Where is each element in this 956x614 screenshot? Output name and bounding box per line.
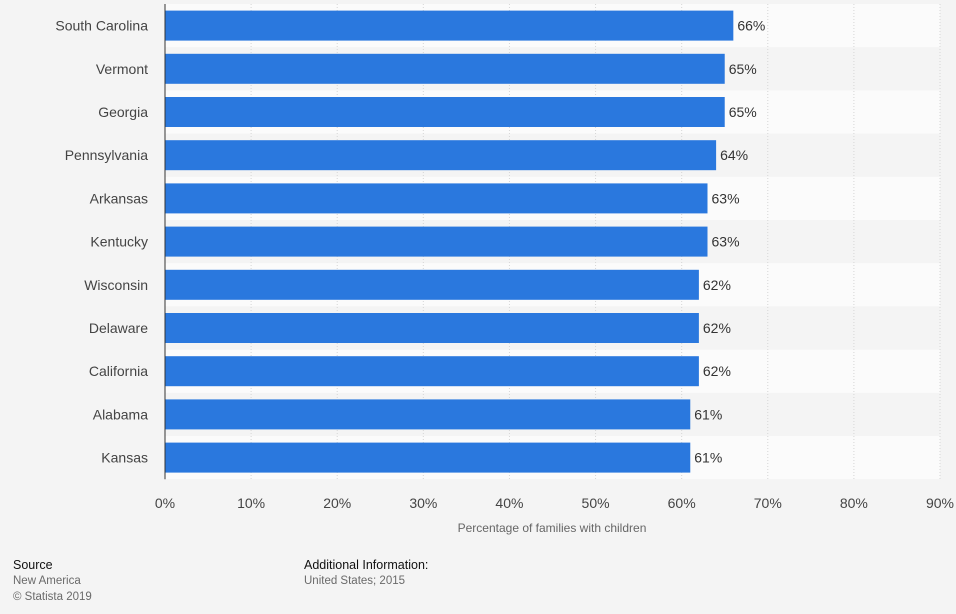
category-labels: South Carolina Vermont Georgia Pennsylvania… xyxy=(55,18,148,466)
bar[interactable] xyxy=(165,10,734,41)
x-axis-ticks: 0% 10% 20% 30% 40% 50% 60% 70% 80% 90% xyxy=(155,495,954,511)
value-label: 66% xyxy=(737,18,765,34)
source-name[interactable]: New America xyxy=(13,575,81,587)
category-label: Arkansas xyxy=(90,190,148,206)
value-label: 65% xyxy=(729,61,757,77)
bar[interactable] xyxy=(165,313,699,343)
category-label: Georgia xyxy=(98,104,148,120)
value-label: 63% xyxy=(712,234,740,250)
value-labels: 66% 65% 65% 64% 63% 63% 62% 62% 62% 61% 61% xyxy=(694,18,765,466)
x-tick-label: 90% xyxy=(926,495,954,511)
category-label: Alabama xyxy=(93,406,148,422)
bar[interactable] xyxy=(165,226,708,257)
category-label: Kansas xyxy=(101,450,148,466)
bar[interactable] xyxy=(165,97,725,127)
value-label: 61% xyxy=(694,406,722,422)
bar[interactable] xyxy=(165,53,725,84)
source-block: Source New America © Statista 2019 xyxy=(13,557,92,605)
value-label: 62% xyxy=(703,320,731,336)
value-label: 64% xyxy=(720,147,748,163)
bar[interactable] xyxy=(165,183,708,214)
x-tick-label: 0% xyxy=(155,495,175,511)
bar[interactable] xyxy=(165,356,699,387)
additional-info-block: Additional Information: United States; 2… xyxy=(304,557,428,589)
bar[interactable] xyxy=(165,269,699,300)
x-tick-label: 10% xyxy=(237,495,265,511)
value-label: 61% xyxy=(694,450,722,466)
x-tick-label: 50% xyxy=(582,495,610,511)
x-tick-label: 40% xyxy=(495,495,523,511)
x-tick-label: 80% xyxy=(840,495,868,511)
bars xyxy=(165,10,734,473)
value-label: 65% xyxy=(729,104,757,120)
x-tick-label: 30% xyxy=(409,495,437,511)
bar[interactable] xyxy=(165,399,691,430)
category-label: Pennsylvania xyxy=(65,147,148,163)
category-label: Wisconsin xyxy=(84,277,148,293)
category-label: Kentucky xyxy=(90,234,148,250)
additional-info-heading: Additional Information: xyxy=(304,558,429,572)
bar[interactable] xyxy=(165,442,691,473)
x-tick-label: 20% xyxy=(323,495,351,511)
category-label: South Carolina xyxy=(55,18,148,34)
value-label: 62% xyxy=(703,363,731,379)
value-label: 62% xyxy=(703,277,731,293)
additional-info-text: United States; 2015 xyxy=(304,575,406,587)
copyright: © Statista 2019 xyxy=(13,591,92,603)
category-label: Delaware xyxy=(89,320,148,336)
category-label: Vermont xyxy=(96,61,148,77)
bar[interactable] xyxy=(165,140,717,171)
x-axis-title: Percentage of families with children xyxy=(458,521,647,535)
value-label: 63% xyxy=(712,190,740,206)
x-tick-label: 70% xyxy=(754,495,782,511)
x-tick-label: 60% xyxy=(668,495,696,511)
source-heading: Source xyxy=(13,558,53,572)
category-label: California xyxy=(89,363,148,379)
